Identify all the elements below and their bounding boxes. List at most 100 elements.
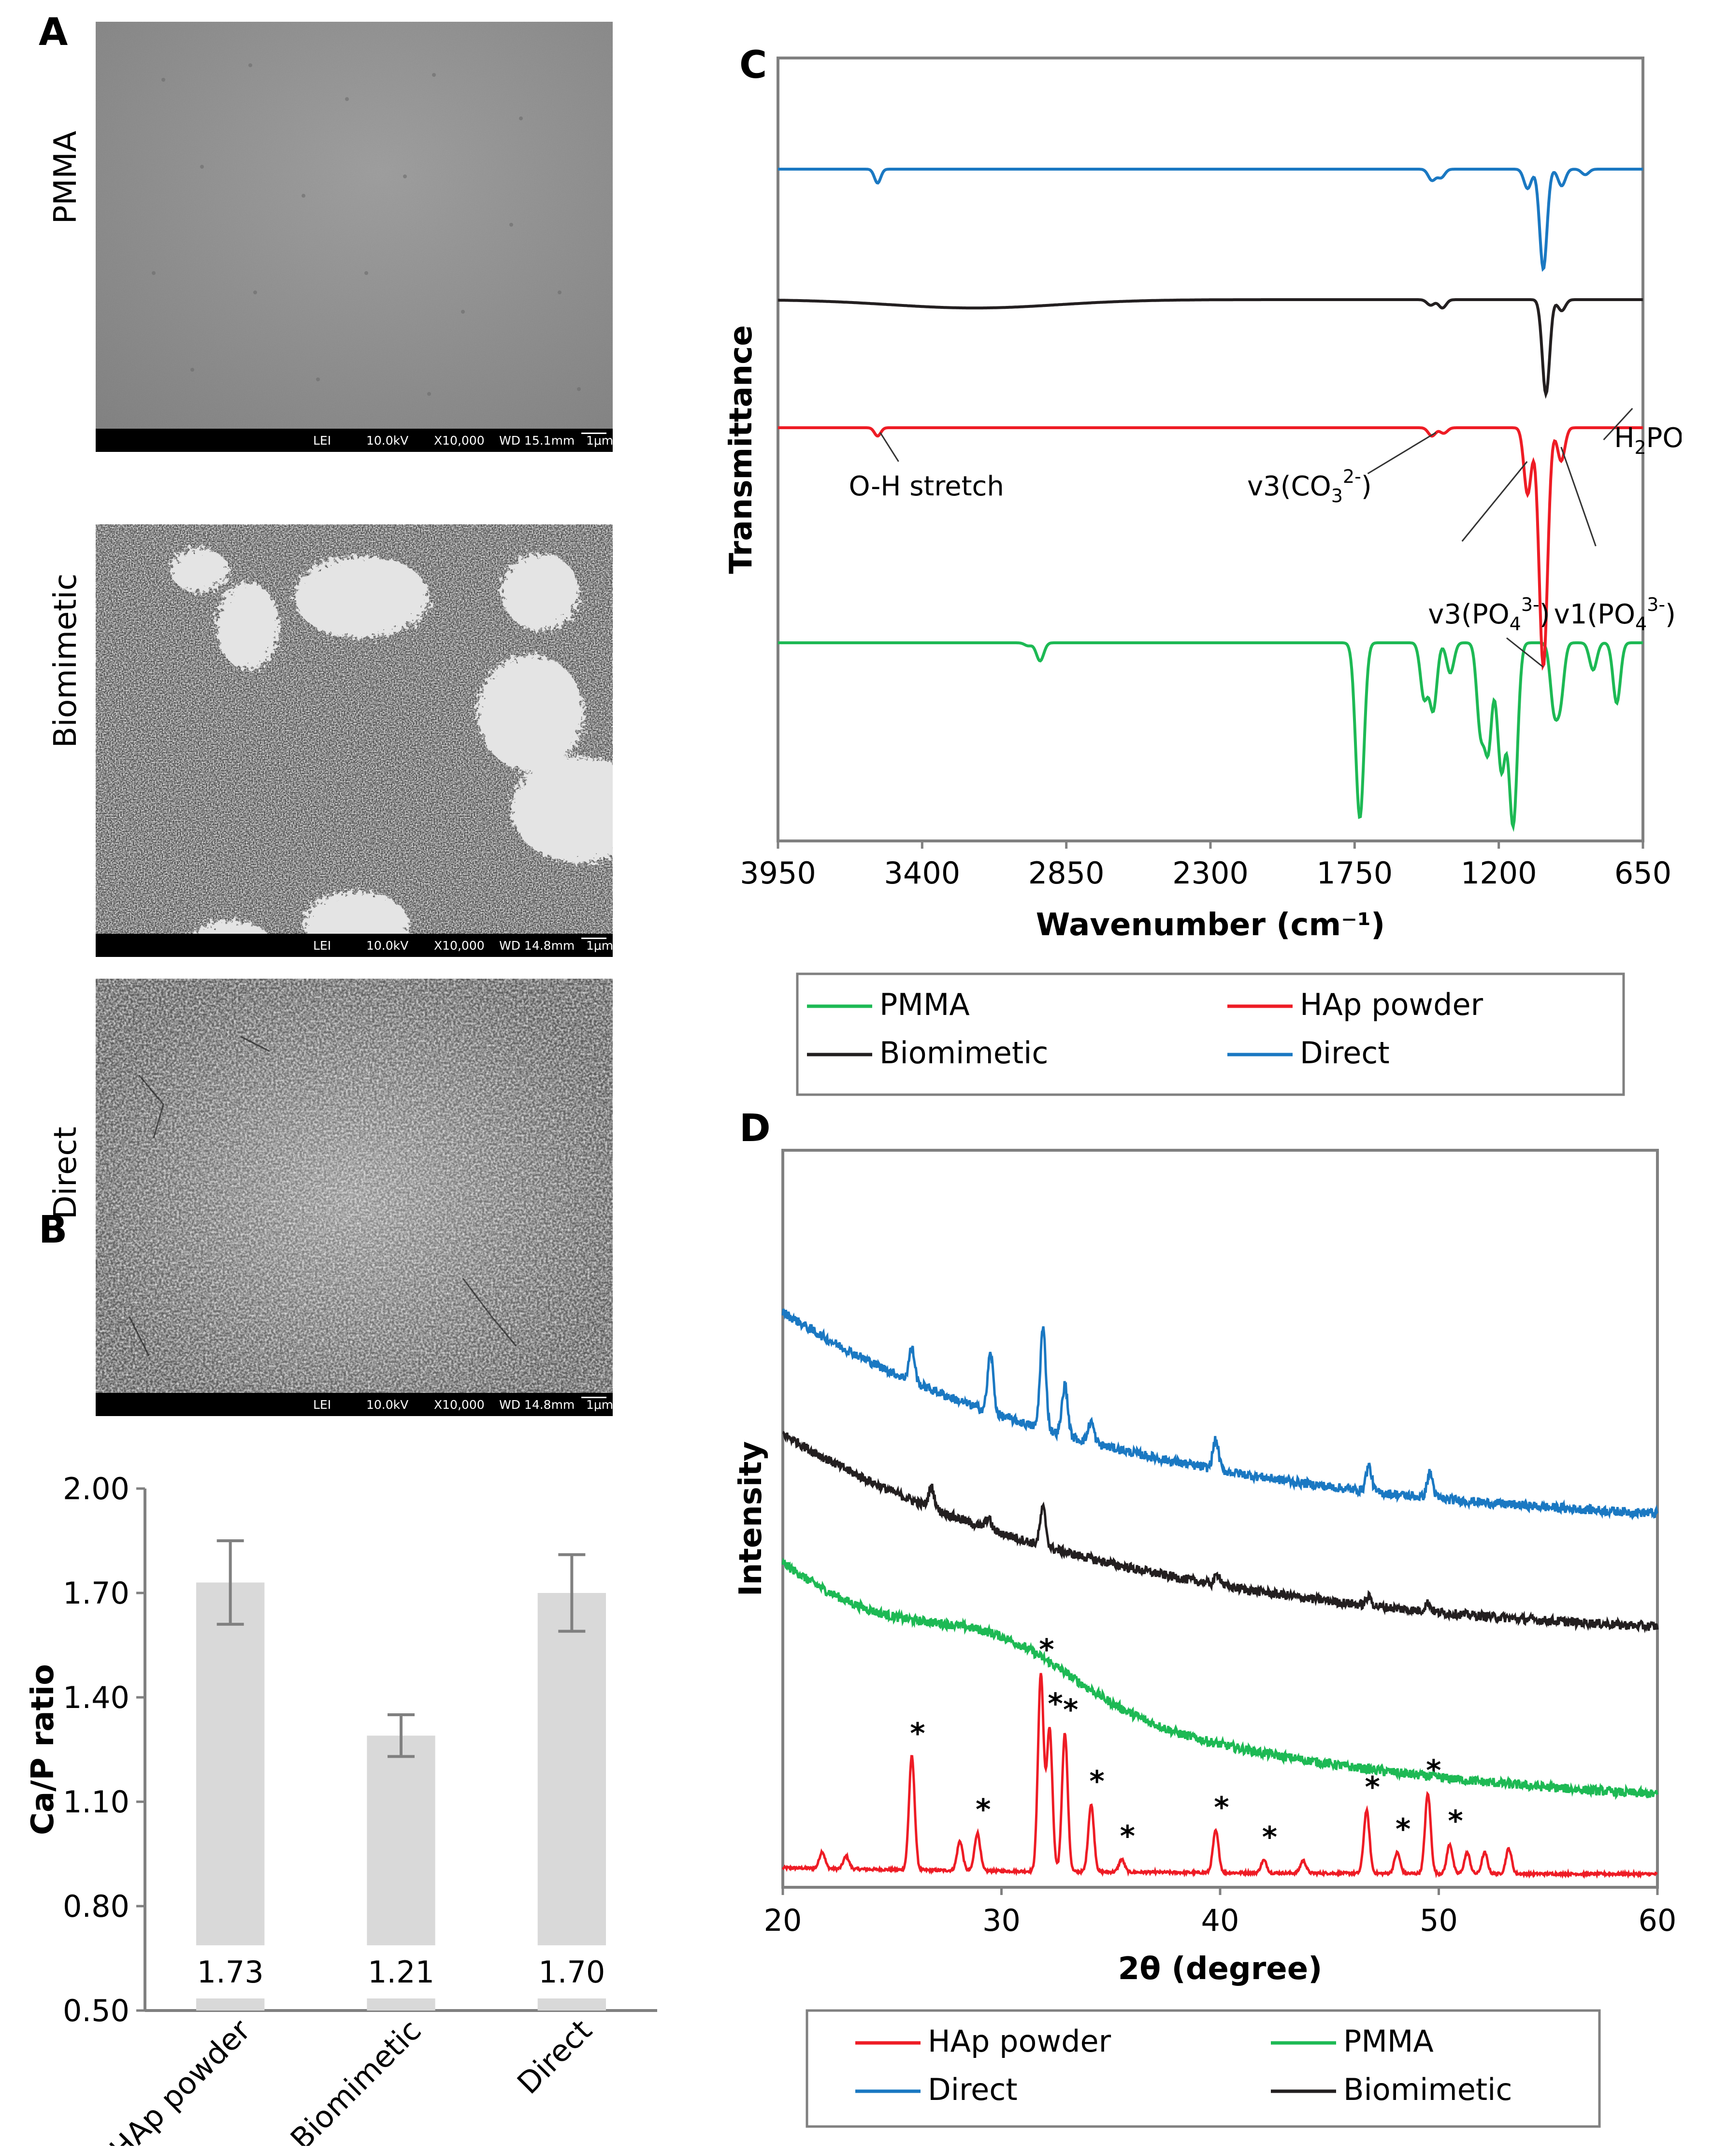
x-tick-label: 60 [1639,1903,1677,1938]
sem-label-biomimetic: Biomimetic [48,573,84,748]
subscript: 4 [1510,613,1521,635]
sem-wd: WD 15.1mm [499,434,575,448]
annotation-v1-po4: v1(PO43-) [1554,594,1676,635]
sem-kv: 10.0kV [366,1398,409,1412]
peak-star: * [1396,1812,1411,1846]
data-label-box [362,1945,440,1998]
x-tick-label: 3950 [740,855,816,891]
y-axis-title: Intensity [733,1441,769,1596]
x-tick-label: Direct [510,2012,599,2101]
legend-label: Biomimetic [879,1035,1048,1071]
sem-mag: X10,000 [434,1398,485,1412]
data-label-box [533,1945,611,1998]
sem-mode: LEI [313,939,331,953]
text-part: ) [1540,599,1550,630]
annotation-oh: O-H stretch [849,471,1004,502]
superscript: 2- [1343,466,1361,487]
x-axis-title: Wavenumber (cm⁻¹) [1036,907,1385,943]
sem-wd: WD 14.8mm [499,939,575,953]
y-tick-label: 1.40 [63,1680,130,1715]
x-tick-label: 1750 [1316,855,1393,891]
series-line [781,1308,1659,1521]
peak-star: * [976,1793,991,1827]
sem-kv: 10.0kV [366,434,409,448]
x-axis-title: 2θ (degree) [1118,1951,1323,1987]
y-axis-title: Transmittance [723,325,759,574]
sem-mag: X10,000 [434,434,485,448]
panel-letter-c: C [739,43,767,87]
annotation-leader [1461,461,1528,542]
x-tick-label: 40 [1201,1903,1239,1938]
scale-bar [581,938,606,939]
x-tick-label: 3400 [884,855,960,891]
series-line [782,1431,1659,1634]
sem-info-bar-pmma: LEI 10.0kV X10,000 WD 15.1mm 1μm [96,429,613,452]
data-label: 1.21 [368,1954,434,1990]
text-part: PO [1646,422,1682,454]
annotation-leader [1506,637,1544,668]
bar [196,1582,265,2011]
panel-letter-a: A [39,11,68,54]
peak-star: * [1063,1693,1078,1727]
text-part: ) [1665,599,1676,630]
peak-star: * [1262,1820,1277,1854]
annotation-co3: v3(CO32-) [1247,466,1372,506]
annotation-leader [1603,407,1633,441]
subscript: 4 [1635,613,1647,635]
series-line [778,641,1643,832]
sem-wd: WD 14.8mm [499,1398,575,1412]
legend-label: Direct [928,2072,1018,2107]
sem-kv: 10.0kV [366,939,409,953]
peak-star: * [1120,1820,1135,1853]
y-tick-label: 1.70 [63,1576,130,1611]
series-line [778,426,1643,671]
subscript: 3 [1331,485,1343,506]
sem-label-pmma: PMMA [48,130,84,224]
data-label: 1.73 [197,1954,264,1990]
peak-star: * [910,1717,925,1751]
plot-frame [777,57,1644,842]
annotation-leader [1560,447,1597,547]
scale-bar [581,1397,606,1398]
peak-star: * [1426,1754,1441,1788]
annotation-h2po4: H2PO42- [1614,418,1682,458]
data-label-box [191,1945,270,1998]
annotation-leader [879,432,899,462]
x-tick-label: 50 [1420,1903,1458,1938]
peak-star: * [1214,1791,1229,1824]
chart-c-ftir: 3950 3400 2850 2300 1750 1200 650 Wavenumber (c… [723,57,1682,1096]
annotations: O-H stretchv3(CO32-)H2PO42-v3(PO43-)v1(P… [849,407,1682,668]
y-tick-label: 2.00 [63,1471,130,1506]
series-line [781,1557,1659,1800]
x-tick-label: 2850 [1028,855,1105,891]
legend-frame [796,972,1625,1096]
sem-image-direct: LEI 10.0kV X10,000 WD 14.8mm 1μm [96,979,613,1416]
subscript: 2 [1634,437,1646,458]
series-line [778,168,1643,272]
sem-texture-direct [96,979,613,1416]
sem-scale: 1μm [586,939,613,953]
superscript: 3- [1521,594,1540,615]
annotation-v3-po4: v3(PO43-) [1428,594,1550,635]
panel-letter-b: B [39,1208,68,1252]
y-axis-title: Ca/P ratio [29,1664,61,1835]
text-part: v3(PO [1428,599,1509,630]
peak-star: * [1448,1804,1463,1838]
x-tick-label: 20 [764,1903,802,1938]
sem-mag: X10,000 [434,939,485,953]
sem-texture-pmma [96,22,613,452]
x-tick-label: HAp powder [103,2012,258,2146]
y-tick-label: 0.80 [63,1889,130,1924]
x-tick-label: 650 [1614,855,1671,891]
sem-scale: 1μm [586,1398,613,1412]
sem-info-bar-biomimetic: LEI 10.0kV X10,000 WD 14.8mm 1μm [96,934,613,957]
x-tick-label: 2300 [1172,855,1249,891]
sem-info-bar-direct: LEI 10.0kV X10,000 WD 14.8mm 1μm [96,1393,613,1416]
sem-mode: LEI [313,1398,331,1412]
peak-star: * [1089,1765,1104,1798]
annotation-leader [1367,432,1437,475]
x-tick-label: Biomimetic [284,2012,428,2146]
peak-star: * [1048,1687,1063,1721]
sem-image-biomimetic: LEI 10.0kV X10,000 WD 14.8mm 1μm [96,524,613,957]
sem-mode: LEI [313,434,331,448]
